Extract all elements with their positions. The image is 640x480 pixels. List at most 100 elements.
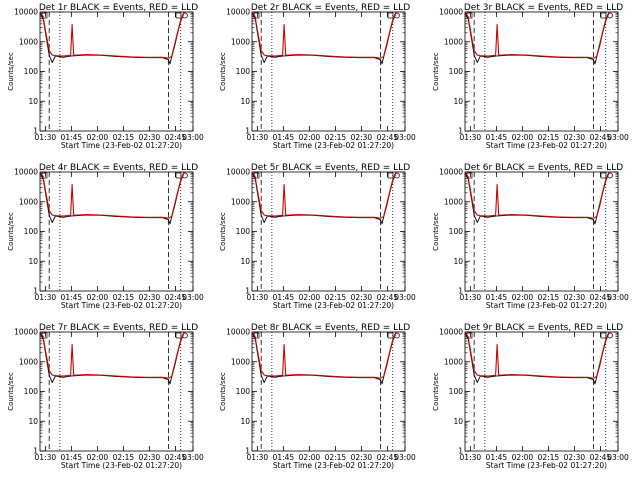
x-tick-label: 01:45: [273, 293, 295, 302]
panel-title: Det 6r BLACK = Events, RED = LLD: [464, 163, 623, 173]
y-tick-label: 100: [449, 227, 464, 236]
x-tick-label: 02:15: [325, 293, 347, 302]
corner-square-marker-right: [387, 12, 394, 19]
x-tick-label: 02:45: [377, 453, 399, 462]
y-tick-label: 10: [28, 417, 38, 426]
chart-panel-1: Det 1r BLACK = Events, RED = LLD 1 10 100 10…: [7, 3, 204, 150]
panel-title: Det 8r BLACK = Events, RED = LLD: [251, 323, 410, 333]
y-tick-label: 10: [240, 257, 250, 266]
panel-title: Det 9r BLACK = Events, RED = LLD: [464, 323, 623, 333]
x-tick-label: 02:45: [590, 453, 612, 462]
x-tick-label: 01:30: [460, 133, 482, 142]
x-tick-label: 01:45: [486, 133, 508, 142]
y-tick-label: 100: [236, 227, 251, 236]
y-tick-label: 1000: [19, 357, 38, 366]
panel-title: Det 7r BLACK = Events, RED = LLD: [39, 323, 198, 333]
plot-frame: [464, 331, 619, 452]
y-tick-label: 1000: [231, 37, 250, 46]
x-tick-label: 02:45: [590, 293, 612, 302]
x-tick-label: 02:15: [113, 133, 135, 142]
x-tick-label: 02:00: [87, 133, 109, 142]
y-axis-label: Counts/sec: [7, 212, 15, 251]
y-tick-label: 1: [245, 447, 250, 456]
x-tick-label: 02:45: [377, 133, 399, 142]
y-tick-label: 10000: [226, 8, 250, 17]
y-tick-label: 10000: [439, 8, 463, 17]
plot-frame: [251, 331, 406, 452]
plot-frame: [251, 11, 406, 132]
y-tick-label: 100: [449, 387, 464, 396]
lld-series-line: [251, 11, 398, 59]
x-tick-label: 02:30: [564, 133, 586, 142]
corner-square-marker-right: [175, 332, 182, 339]
x-axis-label: Start Time (23-Feb-02 01:27:20): [61, 461, 182, 470]
y-tick-label: 1000: [19, 37, 38, 46]
lld-series-line: [39, 331, 186, 379]
panel-title: Det 1r BLACK = Events, RED = LLD: [39, 3, 198, 13]
y-tick-label: 1: [458, 287, 463, 296]
x-tick-label: 03:00: [607, 453, 629, 462]
x-tick-label: 02:30: [351, 453, 373, 462]
y-tick-label: 10: [28, 257, 38, 266]
x-tick-label: 02:00: [299, 453, 321, 462]
chart-panel-4: Det 4r BLACK = Events, RED = LLD 1 10 100 10…: [7, 163, 204, 310]
y-tick-label: 1000: [444, 37, 463, 46]
x-tick-label: 03:00: [182, 453, 204, 462]
x-tick-label: 02:15: [113, 453, 135, 462]
x-tick-label: 02:00: [87, 293, 109, 302]
x-axis-label: Start Time (23-Feb-02 01:27:20): [273, 461, 394, 470]
x-tick-label: 02:15: [538, 133, 560, 142]
x-tick-label: 02:30: [139, 293, 161, 302]
x-tick-label: 02:00: [512, 133, 534, 142]
corner-square-marker-right: [387, 172, 394, 179]
x-tick-label: 03:00: [182, 293, 204, 302]
x-tick-label: 02:15: [325, 133, 347, 142]
lld-series-line: [39, 11, 186, 59]
y-tick-label: 100: [449, 67, 464, 76]
y-axis-label: Counts/sec: [219, 212, 227, 251]
y-tick-label: 1: [33, 127, 38, 136]
y-tick-label: 10: [453, 97, 463, 106]
x-axis-label: Start Time (23-Feb-02 01:27:20): [273, 141, 394, 150]
x-tick-label: 01:45: [61, 453, 83, 462]
x-tick-label: 02:15: [538, 293, 560, 302]
x-axis-label: Start Time (23-Feb-02 01:27:20): [486, 301, 607, 310]
lld-series-line: [464, 171, 611, 219]
x-tick-label: 02:30: [564, 453, 586, 462]
x-tick-label: 03:00: [607, 293, 629, 302]
lld-series-line: [464, 11, 611, 59]
y-tick-label: 100: [236, 387, 251, 396]
x-tick-label: 01:45: [61, 133, 83, 142]
y-tick-label: 1: [245, 287, 250, 296]
y-tick-label: 1000: [231, 357, 250, 366]
y-tick-label: 10000: [439, 328, 463, 337]
x-tick-label: 01:30: [247, 453, 269, 462]
y-tick-label: 10000: [439, 168, 463, 177]
x-tick-label: 01:30: [35, 293, 57, 302]
x-tick-label: 01:30: [460, 453, 482, 462]
plot-frame: [39, 331, 194, 452]
y-tick-label: 1: [458, 127, 463, 136]
y-tick-label: 10: [240, 97, 250, 106]
y-axis-label: Counts/sec: [7, 52, 15, 91]
y-axis-label: Counts/sec: [219, 52, 227, 91]
y-axis-label: Counts/sec: [432, 212, 440, 251]
x-tick-label: 02:45: [377, 293, 399, 302]
x-tick-label: 02:15: [113, 293, 135, 302]
x-tick-label: 02:45: [165, 293, 187, 302]
x-tick-label: 02:15: [538, 453, 560, 462]
y-tick-label: 1: [33, 447, 38, 456]
x-axis-label: Start Time (23-Feb-02 01:27:20): [273, 301, 394, 310]
panel-title: Det 4r BLACK = Events, RED = LLD: [39, 163, 198, 173]
y-tick-label: 10000: [14, 328, 38, 337]
x-tick-label: 01:30: [460, 293, 482, 302]
x-tick-label: 03:00: [607, 133, 629, 142]
y-tick-label: 100: [24, 67, 39, 76]
y-tick-label: 100: [24, 227, 39, 236]
corner-square-marker-right: [600, 172, 607, 179]
x-tick-label: 02:30: [351, 133, 373, 142]
x-tick-label: 01:45: [273, 133, 295, 142]
y-tick-label: 10: [28, 97, 38, 106]
x-tick-label: 02:30: [139, 453, 161, 462]
x-axis-label: Start Time (23-Feb-02 01:27:20): [61, 301, 182, 310]
